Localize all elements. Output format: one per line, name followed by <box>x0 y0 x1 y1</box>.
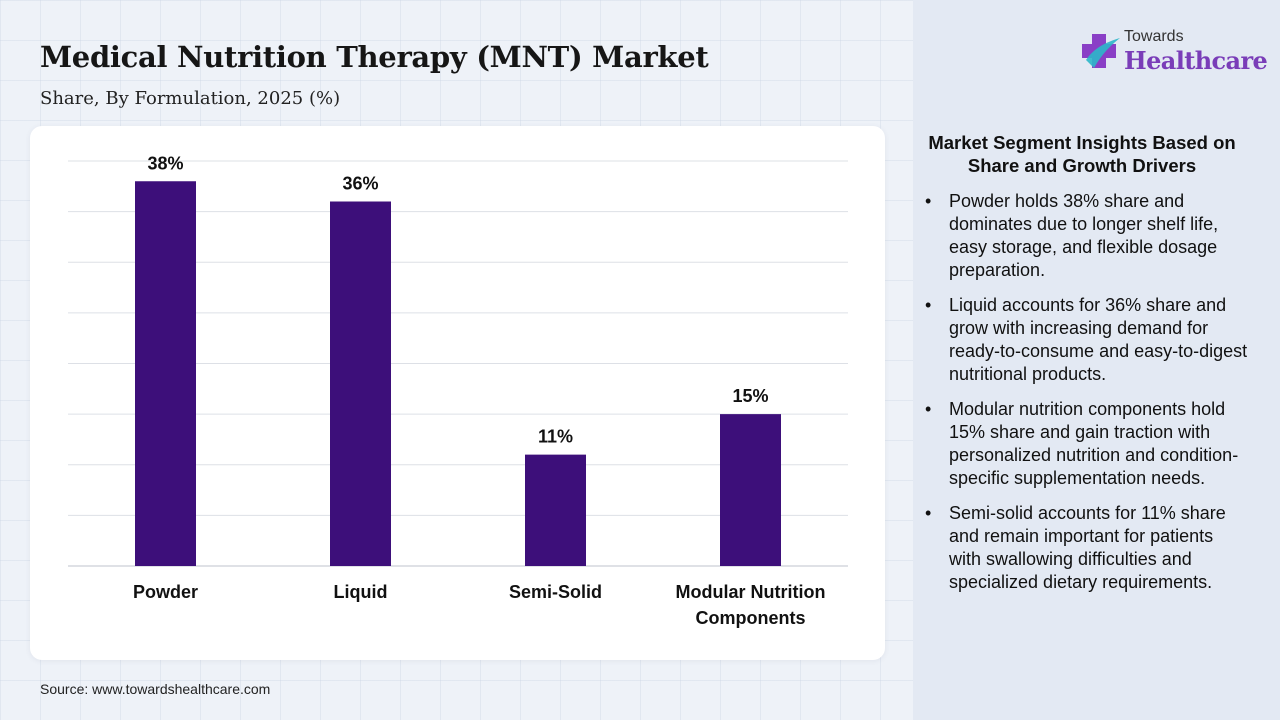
category-label: Semi-Solid <box>509 582 602 602</box>
category-label: Powder <box>133 582 198 602</box>
bar <box>525 454 586 566</box>
insight-item: • Modular nutrition components hold 15% s… <box>925 398 1250 490</box>
insight-text: Semi-solid accounts for 11% share and re… <box>949 503 1226 592</box>
bullet-icon: • <box>925 191 932 211</box>
data-label: 36% <box>342 174 378 194</box>
category-label: Modular Nutrition Components <box>676 582 826 628</box>
insights-list: • Powder holds 38% share and dominates du… <box>925 190 1250 606</box>
bar-chart: 38% Powder 36% Liquid 11% Semi-Solid 15% Modula… <box>68 153 848 628</box>
bar <box>135 181 196 566</box>
bullet-icon: • <box>925 399 932 419</box>
bullet-icon: • <box>925 503 932 523</box>
page-subtitle: Share, By Formulation, 2025 (%) <box>40 88 341 109</box>
insight-text: Powder holds 38% share and dominates due… <box>949 191 1219 280</box>
bar <box>720 414 781 566</box>
data-label: 15% <box>732 386 768 406</box>
brand-main: Healthcare <box>1124 46 1268 75</box>
insight-text: Modular nutrition components hold 15% sh… <box>949 399 1239 488</box>
insight-item: • Powder holds 38% share and dominates du… <box>925 190 1250 282</box>
insights-panel <box>913 0 1280 720</box>
data-label: 11% <box>538 427 573 447</box>
category-label-line: Semi-Solid <box>509 582 602 602</box>
brand-logo: Towards Healthcare <box>1080 28 1268 78</box>
brand-cross-icon <box>1082 34 1120 68</box>
category-label-line: Powder <box>133 582 198 602</box>
category-label-line: Liquid <box>334 582 388 602</box>
page-title: Medical Nutrition Therapy (MNT) Market <box>40 40 709 74</box>
insights-heading: Market Segment Insights Based on Share a… <box>928 132 1236 176</box>
data-label: 38% <box>147 153 183 173</box>
bullet-icon: • <box>925 295 932 315</box>
category-label: Liquid <box>334 582 388 602</box>
category-label-line: Components <box>696 608 806 628</box>
insight-item: • Liquid accounts for 36% share and grow … <box>925 294 1250 386</box>
chart-card: 38% Powder 36% Liquid 11% Semi-Solid 15% Modula… <box>30 126 885 660</box>
insight-text: Liquid accounts for 36% share and grow w… <box>949 295 1248 384</box>
brand-top: Towards <box>1124 28 1184 45</box>
bar <box>330 201 391 566</box>
source-note: Source: www.towardshealthcare.com <box>40 681 271 697</box>
insight-item: • Semi-solid accounts for 11% share and r… <box>925 502 1250 594</box>
category-label-line: Modular Nutrition <box>676 582 826 602</box>
